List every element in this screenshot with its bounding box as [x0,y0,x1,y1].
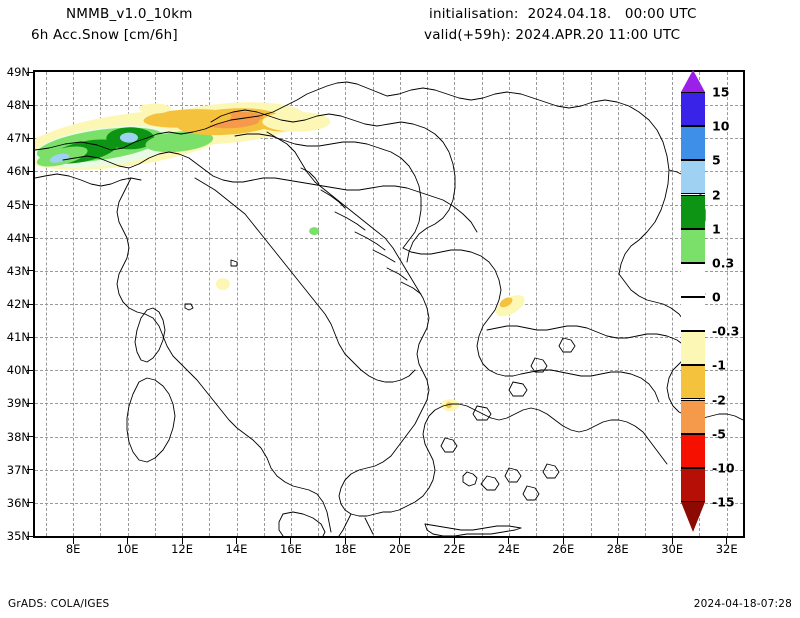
longitude-tick-label: 18E [328,542,362,556]
longitude-tick-label: 32E [710,542,744,556]
snow-field-contours [35,96,528,411]
longitude-tick-mark [672,538,673,544]
longitude-tick-label: 24E [492,542,526,556]
longitude-tick-label: 10E [111,542,145,556]
latitude-tick-mark [27,237,33,238]
longitude-tick-mark [73,538,74,544]
longitude-tick-mark [127,538,128,544]
latitude-tick-mark [27,171,33,172]
longitude-tick-mark [182,538,183,544]
footer-timestamp: 2024-04-18-07:28 [694,598,792,610]
latitude-tick-label: 49N [2,65,30,79]
colorbar-tick-label: 10 [712,119,729,134]
longitude-tick-mark [345,538,346,544]
longitude-tick-mark [508,538,509,544]
colorbar-band [681,297,705,331]
latitude-tick-mark [27,204,33,205]
latitude-tick-label: 37N [2,463,30,477]
latitude-tick-label: 43N [2,264,30,278]
latitude-tick-mark [27,72,33,73]
longitude-tick-label: 20E [383,542,417,556]
latitude-tick-label: 36N [2,496,30,510]
latitude-tick-mark [27,502,33,503]
colorbar-band [681,229,705,263]
latitude-tick-mark [27,370,33,371]
latitude-tick-label: 44N [2,231,30,245]
latitude-tick-label: 38N [2,430,30,444]
latitude-tick-label: 41N [2,330,30,344]
latitude-tick-label: 45N [2,198,30,212]
field-title: 6h Acc.Snow [cm/6h] [31,27,178,43]
longitude-tick-label: 30E [655,542,689,556]
colorbar-tick-label: 0.3 [712,255,734,270]
snow-contour-blob [492,291,528,321]
longitude-tick-label: 12E [165,542,199,556]
colorbar-tick-label: -15 [712,495,735,510]
colorbar-tick-label: 1 [712,221,721,236]
latitude-tick-mark [27,105,33,106]
initialisation-label: initialisation: 2024.04.18. 00:00 UTC [429,6,697,22]
longitude-tick-mark [726,538,727,544]
longitude-tick-mark [617,538,618,544]
valid-time-label: valid(+59h): 2024.APR.20 11:00 UTC [424,27,680,43]
colorbar-band [681,400,705,434]
latitude-tick-label: 48N [2,98,30,112]
colorbar [681,92,705,502]
longitude-tick-label: 8E [56,542,90,556]
longitude-tick-label: 22E [437,542,471,556]
latitude-tick-label: 40N [2,363,30,377]
colorbar-band [681,92,705,126]
colorbar-tick-label: -0.3 [712,324,739,339]
colorbar-band [681,195,705,229]
colorbar-tick-label: 0 [712,290,721,305]
snow-contour-blob [120,133,138,143]
latitude-tick-mark [27,304,33,305]
latitude-tick-mark [27,469,33,470]
longitude-tick-mark [454,538,455,544]
footer-credit: GrADS: COLA/IGES [8,598,109,610]
colorbar-band [681,126,705,160]
colorbar-band [681,160,705,194]
longitude-tick-label: 26E [546,542,580,556]
colorbar-tick-label: -1 [712,358,726,373]
longitude-tick-label: 14E [220,542,254,556]
colorbar-over-arrow [681,70,705,92]
latitude-tick-label: 46N [2,164,30,178]
model-title: NMMB_v1.0_10km [66,6,193,22]
latitude-tick-label: 35N [2,529,30,543]
latitude-tick-mark [27,138,33,139]
map-plot-area [33,70,745,538]
longitude-tick-label: 16E [274,542,308,556]
colorbar-tick-label: -10 [712,460,735,475]
latitude-tick-label: 47N [2,131,30,145]
latitude-tick-mark [27,403,33,404]
longitude-tick-mark [290,538,291,544]
colorbar-band [681,331,705,365]
colorbar-tick-label: 5 [712,153,721,168]
colorbar-tick-label: -2 [712,392,726,407]
colorbar-band [681,365,705,399]
colorbar-tick-label: -5 [712,426,726,441]
latitude-tick-mark [27,337,33,338]
snow-contour-blob [139,103,171,113]
snow-contour-blob [216,278,230,290]
latitude-tick-label: 42N [2,297,30,311]
colorbar-band [681,468,705,502]
colorbar-tick-label: 15 [712,85,729,100]
latitude-tick-label: 39N [2,396,30,410]
longitude-tick-mark [563,538,564,544]
colorbar-band [681,434,705,468]
longitude-tick-label: 28E [601,542,635,556]
longitude-tick-mark [399,538,400,544]
latitude-tick-mark [27,536,33,537]
latitude-tick-mark [27,436,33,437]
latitude-tick-mark [27,270,33,271]
colorbar-band [681,263,705,297]
snow-contour-blob [309,227,319,235]
colorbar-tick-label: 2 [712,187,721,202]
colorbar-under-arrow [681,502,705,532]
map-geography [35,72,743,536]
longitude-tick-mark [236,538,237,544]
